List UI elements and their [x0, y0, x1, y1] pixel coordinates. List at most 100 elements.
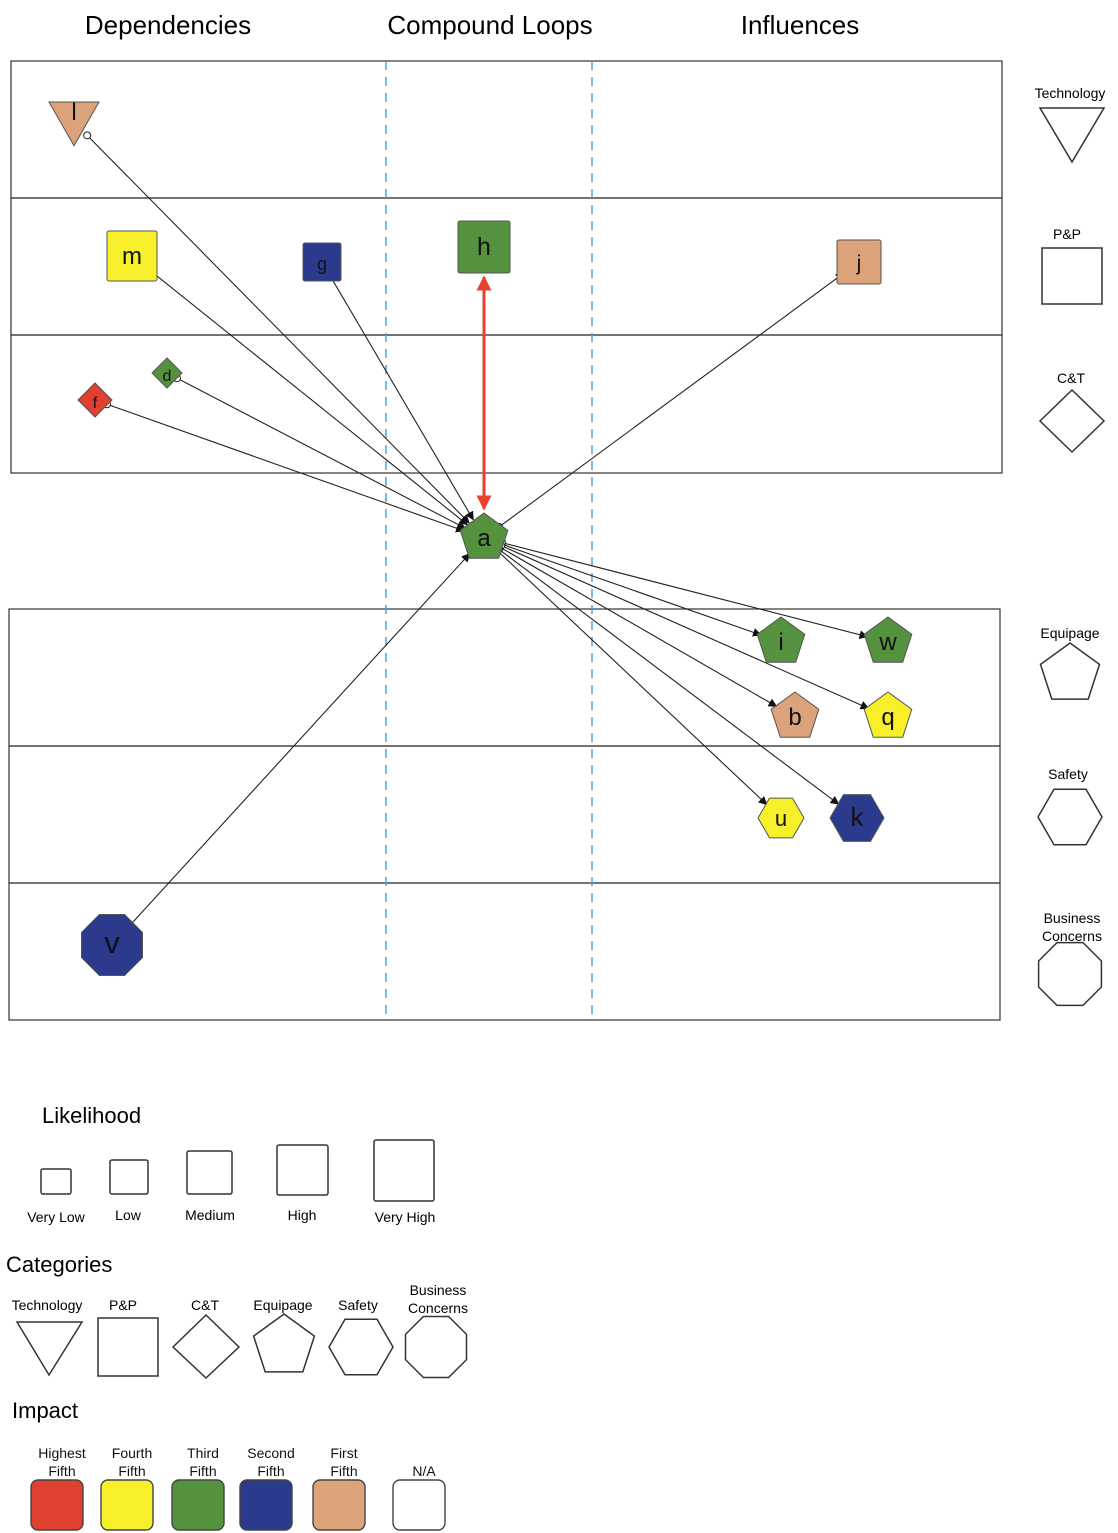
impact-swatch-red: [30, 1479, 84, 1531]
edge-g-a: [328, 274, 474, 521]
node-k[interactable]: k: [829, 794, 885, 842]
node-label: i: [778, 629, 783, 656]
edge-a-w: [502, 542, 869, 639]
side-shape-ct: [1038, 388, 1106, 454]
node-w[interactable]: w: [863, 616, 913, 663]
node-m[interactable]: m: [106, 230, 158, 282]
node-d[interactable]: d: [151, 357, 183, 389]
node-shape-equipage: [863, 616, 913, 663]
edge-a-u: [497, 550, 768, 806]
node-shape-technology: [48, 101, 100, 147]
edge-a-b: [499, 546, 778, 707]
node-shape-pp: [106, 230, 158, 282]
node-label: d: [163, 368, 172, 385]
side-label-safety: Safety: [1048, 766, 1088, 782]
edge-m-a: [146, 267, 469, 526]
side-shape-equipage: [1039, 642, 1101, 700]
likelihood-box-high: [276, 1144, 329, 1196]
node-label: m: [122, 243, 142, 270]
node-shape-equipage: [863, 691, 913, 738]
likelihood-box-medium: [186, 1150, 233, 1195]
lane-grid: [8, 60, 1003, 1021]
impact-swatch-white: [392, 1479, 446, 1531]
node-label: u: [775, 806, 787, 831]
category-shape-safety: [328, 1318, 394, 1376]
node-b[interactable]: b: [770, 691, 820, 738]
side-shape-safety: [1037, 788, 1103, 846]
likelihood-box-low: [109, 1159, 149, 1195]
category-shape-technology: [15, 1321, 84, 1377]
impact-label-3: Third Fifth: [187, 1445, 219, 1479]
legend-categories: Categories Technology P&P C&T Equipage S…: [6, 1252, 468, 1380]
category-shape-ct: [171, 1313, 241, 1380]
node-label: v: [104, 925, 120, 960]
impact-label-6: N/A: [412, 1463, 436, 1479]
lane-technology: [10, 60, 1003, 199]
node-label: q: [881, 704, 894, 731]
edge-d-a: [176, 377, 466, 529]
node-q[interactable]: q: [863, 691, 913, 738]
likelihood-box-very-high: [373, 1139, 435, 1202]
likelihood-label-high: High: [288, 1207, 317, 1223]
impact-swatch-blue: [239, 1479, 293, 1531]
impact-label-4: Second Fifth: [247, 1445, 294, 1479]
node-shape-safety: [757, 797, 805, 839]
node-v[interactable]: v: [81, 914, 143, 976]
node-label: j: [856, 252, 862, 275]
node-label: h: [477, 233, 491, 261]
node-shape-safety: [829, 794, 885, 842]
category-label-safety: Safety: [338, 1297, 378, 1313]
edge-l-a: [86, 134, 470, 524]
category-side-legend: Technology P&P C&T Equipage Safety Busin…: [1035, 85, 1106, 1007]
category-shape-equipage: [252, 1313, 316, 1373]
node-j[interactable]: j: [836, 239, 882, 285]
category-shape-business: [404, 1315, 468, 1379]
category-label-pp: P&P: [109, 1297, 137, 1313]
node-shape-equipage: [459, 512, 509, 559]
node-a[interactable]: a: [459, 512, 509, 559]
likelihood-label-very-low: Very Low: [27, 1209, 85, 1225]
likelihood-box-very-low: [40, 1168, 72, 1195]
edge-a-i: [501, 543, 762, 637]
categories-title: Categories: [6, 1252, 112, 1277]
lane-equipage: [8, 608, 1001, 747]
node-u[interactable]: u: [757, 797, 805, 839]
node-label: l: [71, 99, 76, 126]
node-l[interactable]: l: [48, 99, 100, 147]
node-f[interactable]: f: [77, 382, 113, 418]
lane-ct: [10, 334, 1003, 474]
side-label-ct: C&T: [1057, 370, 1085, 386]
likelihood-title: Likelihood: [42, 1103, 141, 1128]
likelihood-label-low: Low: [115, 1207, 142, 1223]
header-dependencies: Dependencies: [85, 10, 251, 40]
node-label: g: [317, 254, 327, 274]
side-shape-technology: [1038, 107, 1106, 164]
category-label-business: Business Concerns: [408, 1282, 468, 1316]
impact-title: Impact: [12, 1398, 78, 1423]
node-shape-ct: [151, 357, 183, 389]
impact-swatch-tan: [312, 1479, 366, 1531]
node-shape-pp: [836, 239, 882, 285]
category-label-equipage: Equipage: [253, 1297, 312, 1313]
impact-swatch-green: [171, 1479, 225, 1531]
node-i[interactable]: i: [756, 616, 806, 663]
node-shape-pp: [457, 220, 511, 274]
node-label: f: [93, 395, 98, 412]
node-h[interactable]: h: [457, 220, 511, 274]
node-shape-equipage: [756, 616, 806, 663]
node-shape-equipage: [770, 691, 820, 738]
legend-likelihood: Likelihood Very Low Low Medium High Very…: [27, 1103, 435, 1225]
edge-f-a: [106, 403, 465, 533]
impact-label-5: First Fifth: [330, 1445, 357, 1479]
category-shape-pp: [97, 1317, 159, 1377]
edge-a-j: [498, 272, 845, 528]
side-label-business: Business Concerns: [1042, 910, 1102, 944]
category-label-ct: C&T: [191, 1297, 219, 1313]
nodes-layer: l m g h j d f a i w b q u k v: [48, 99, 913, 976]
lane-business: [8, 882, 1001, 1021]
impact-swatch-yellow: [100, 1479, 154, 1531]
header-compound-loops: Compound Loops: [387, 10, 592, 40]
node-g[interactable]: g: [302, 242, 342, 282]
node-label: a: [477, 525, 491, 552]
